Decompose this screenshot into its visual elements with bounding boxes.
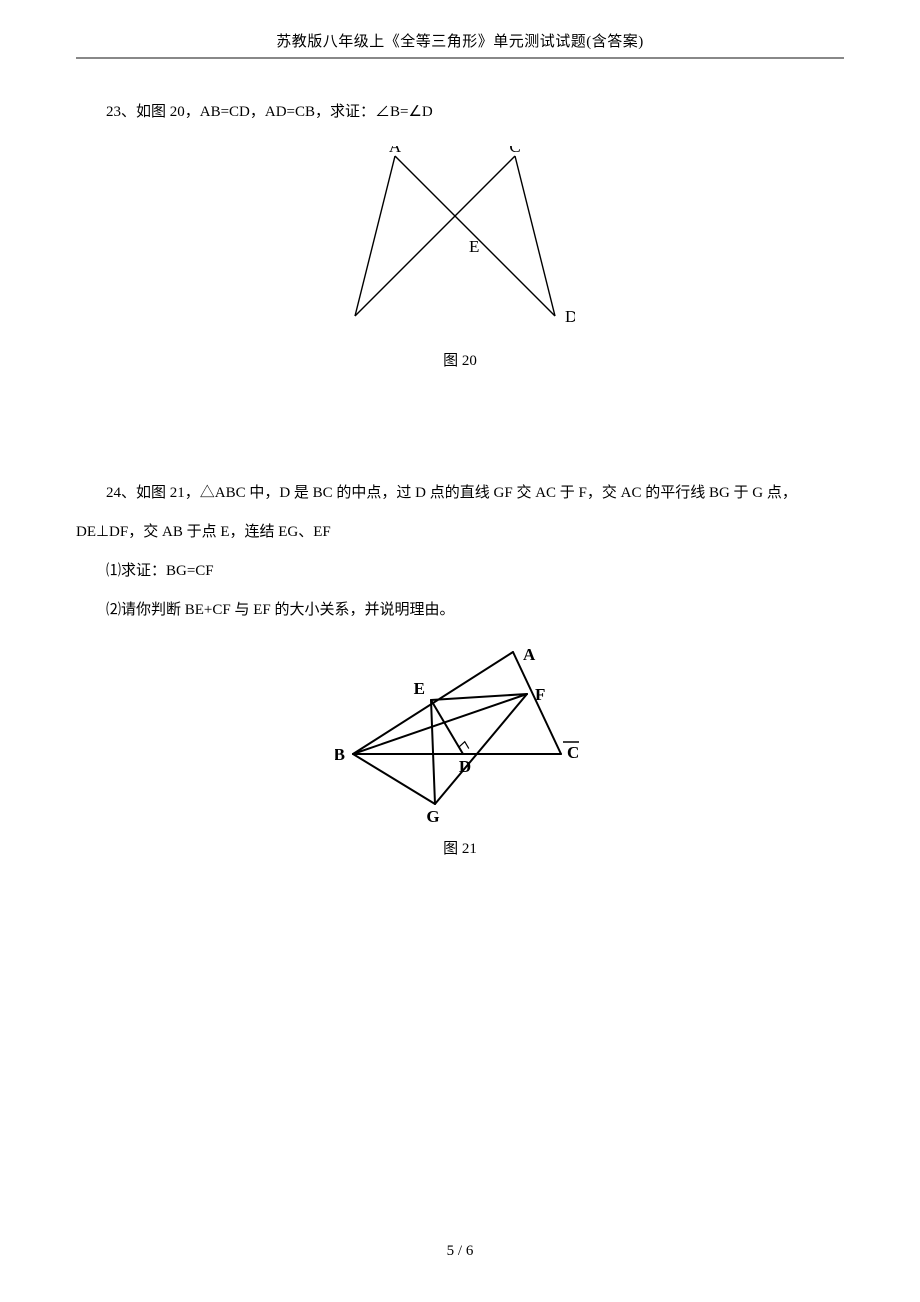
svg-text:D: D [459, 757, 471, 776]
figure-20-caption: 图 20 [76, 349, 844, 370]
problem-24-line-1: 24、如图 21，△ABC 中，D 是 BC 的中点，过 D 点的直线 GF 交… [76, 480, 844, 507]
page-number: 5 / 6 [447, 1243, 474, 1259]
spacer-1 [76, 370, 844, 480]
svg-text:C: C [509, 146, 520, 156]
svg-text:B: B [335, 745, 345, 764]
svg-text:A: A [523, 645, 536, 664]
page-footer: 5 / 6 [0, 1243, 920, 1260]
svg-text:D: D [565, 307, 575, 326]
svg-text:G: G [426, 807, 439, 824]
header-title: 苏教版八年级上《全等三角形》单元测试试题(含答案) [276, 34, 644, 50]
svg-text:E: E [414, 679, 425, 698]
figure-21-wrap: A F E B D C G 图 21 [76, 644, 844, 858]
header-divider [76, 57, 844, 59]
problem-24-line-4: ⑵请你判断 BE+CF 与 EF 的大小关系，并说明理由。 [76, 597, 844, 624]
figure-21-caption: 图 21 [76, 837, 844, 858]
problem-23-text: 23、如图 20，AB=CD，AD=CB，求证：∠B=∠D [76, 99, 844, 126]
problem-24-line-2: DE⊥DF，交 AB 于点 E，连结 EG、EF [76, 519, 844, 546]
svg-text:F: F [535, 685, 545, 704]
figure-20: ACBDE [345, 146, 575, 336]
figure-21: A F E B D C G [335, 644, 585, 824]
problem-24-line-3: ⑴求证：BG=CF [76, 558, 844, 585]
svg-text:C: C [567, 743, 579, 762]
svg-text:A: A [389, 146, 402, 156]
svg-text:E: E [469, 237, 479, 256]
figure-20-wrap: ACBDE 图 20 [76, 146, 844, 370]
page-header: 苏教版八年级上《全等三角形》单元测试试题(含答案) [76, 30, 844, 57]
